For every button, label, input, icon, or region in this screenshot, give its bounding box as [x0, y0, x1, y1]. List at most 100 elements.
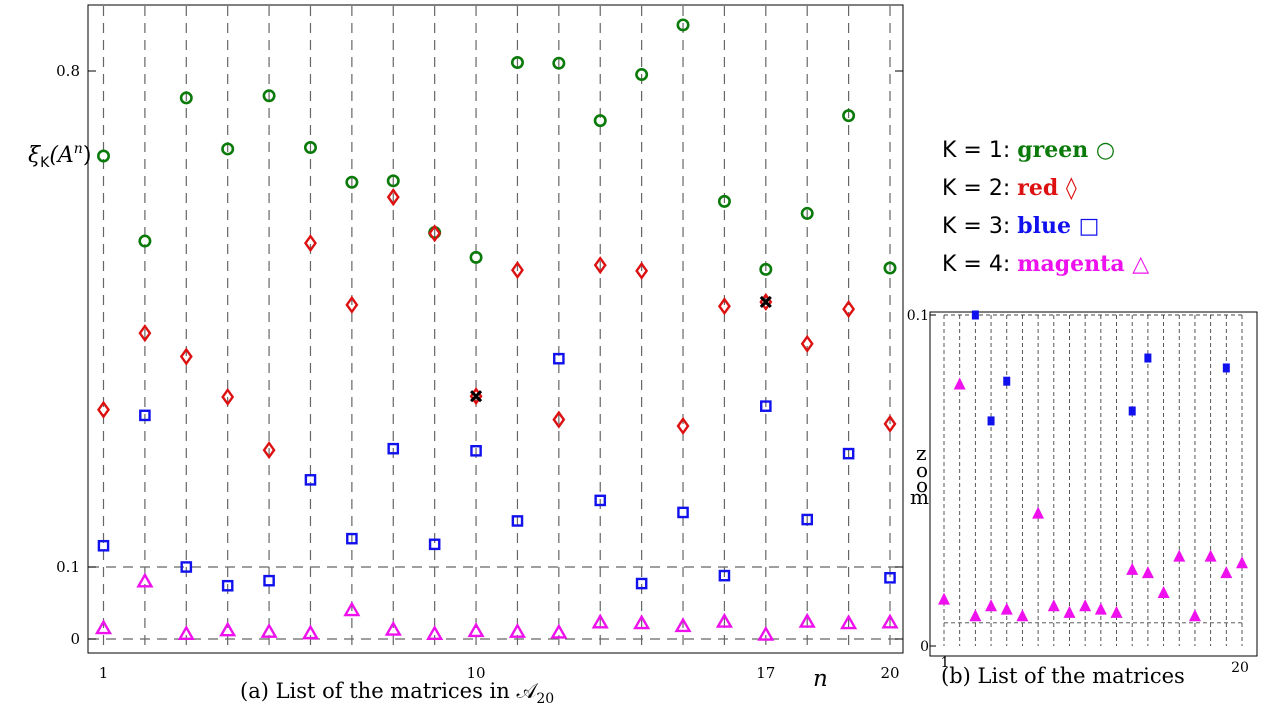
point-triangle — [136, 572, 154, 588]
point-triangle — [674, 617, 692, 633]
point-square — [553, 352, 565, 365]
point-triangle — [1126, 562, 1139, 575]
point-diamond — [428, 224, 442, 243]
point-diamond — [262, 441, 276, 460]
point-diamond — [179, 347, 193, 366]
point-diamond — [303, 234, 317, 253]
chart-a-grid — [89, 6, 902, 652]
point-triangle — [1047, 599, 1060, 612]
highlight-x-mark — [759, 295, 772, 309]
chart-a-frame — [87, 4, 904, 654]
point-circle — [97, 149, 111, 163]
point-diamond — [221, 387, 235, 407]
ylabel-close: ) — [83, 143, 92, 168]
point-circle — [138, 234, 152, 248]
point-square — [718, 569, 731, 582]
point-triangle — [798, 612, 816, 628]
point-triangle — [1188, 609, 1201, 622]
point-diamond — [800, 334, 814, 353]
point-triangle — [1157, 586, 1170, 599]
y-tick-label: 0 — [920, 639, 929, 655]
chart-a-xlabel: n — [813, 666, 828, 692]
point-triangle — [1094, 602, 1107, 615]
point-circle — [759, 262, 773, 276]
point-circle — [262, 89, 276, 103]
point-square — [884, 572, 896, 584]
point-square — [842, 447, 855, 460]
point-diamond — [510, 261, 524, 280]
point-square — [1222, 363, 1230, 373]
point-square — [470, 444, 482, 457]
ylabel-sub: K — [40, 155, 50, 171]
legend-color-word: magenta — [1017, 251, 1132, 277]
point-diamond — [552, 410, 566, 429]
point-triangle — [1079, 599, 1092, 612]
point-triangle — [1141, 566, 1154, 579]
point-triangle — [301, 624, 320, 640]
point-circle — [469, 250, 483, 264]
point-triangle — [508, 622, 527, 638]
ylabel-sup: n — [74, 141, 83, 157]
point-diamond — [386, 188, 400, 207]
y-tick-label: 0.1 — [56, 558, 80, 576]
point-diamond — [883, 414, 897, 433]
legend-marker-symbol: □ — [1079, 214, 1100, 239]
point-square — [139, 409, 151, 422]
point-square — [511, 515, 524, 527]
legend-marker-symbol: △ — [1132, 252, 1149, 277]
chart-b-frame — [929, 311, 1258, 657]
x-tick-label: 10 — [467, 664, 486, 682]
point-triangle — [1000, 602, 1013, 615]
point-square — [180, 561, 193, 573]
point-triangle — [969, 609, 982, 622]
point-square — [304, 474, 317, 486]
point-square — [97, 539, 110, 552]
x-tick-label: 20 — [880, 664, 899, 682]
zoom-letter: o — [916, 473, 928, 497]
legend-marker-symbol: ◊ — [1066, 176, 1077, 201]
point-diamond — [842, 300, 856, 319]
legend-entry: K = 4: magenta △ — [942, 251, 1149, 277]
point-square — [263, 574, 275, 587]
x-tick-label: 20 — [1231, 660, 1249, 676]
point-triangle — [633, 614, 651, 630]
point-triangle — [343, 601, 361, 617]
point-triangle — [219, 621, 237, 637]
point-square — [221, 579, 234, 592]
point-square — [760, 400, 772, 412]
point-triangle — [94, 619, 113, 635]
chart-b-ticks: 0 0.1 1 20 — [907, 308, 1249, 676]
zoom-letter: z — [916, 441, 927, 465]
point-circle — [303, 141, 317, 155]
chart-a-ticks: 0 0.1 0.8 1 10 17 20 — [56, 62, 903, 682]
point-triangle — [384, 620, 402, 636]
x-tick-label: 1 — [941, 655, 950, 671]
point-diamond — [717, 297, 731, 316]
point-circle — [345, 175, 359, 189]
point-diamond — [635, 261, 649, 280]
point-triangle — [881, 613, 899, 629]
point-diamond — [593, 256, 607, 275]
point-triangle — [550, 623, 568, 639]
point-diamond — [97, 400, 110, 419]
point-circle — [552, 56, 566, 70]
caption-a-main: (a) List of the matrices in 𝒜 — [240, 679, 538, 703]
chart-a-caption: (a) List of the matrices in 𝒜20 — [240, 679, 554, 707]
point-square — [387, 442, 400, 455]
point-circle — [717, 194, 731, 208]
point-triangle — [467, 622, 485, 638]
point-circle — [800, 206, 814, 220]
y-tick-label: 0.1 — [907, 308, 929, 324]
point-triangle — [953, 377, 966, 390]
point-circle — [593, 114, 607, 128]
point-triangle — [757, 625, 775, 641]
point-diamond — [676, 416, 690, 436]
point-square — [594, 494, 607, 507]
legend-entry: K = 1: green ○ — [942, 137, 1115, 163]
point-triangle — [1236, 556, 1248, 569]
legend-entry: K = 3: blue □ — [942, 213, 1099, 239]
point-square — [801, 513, 814, 526]
